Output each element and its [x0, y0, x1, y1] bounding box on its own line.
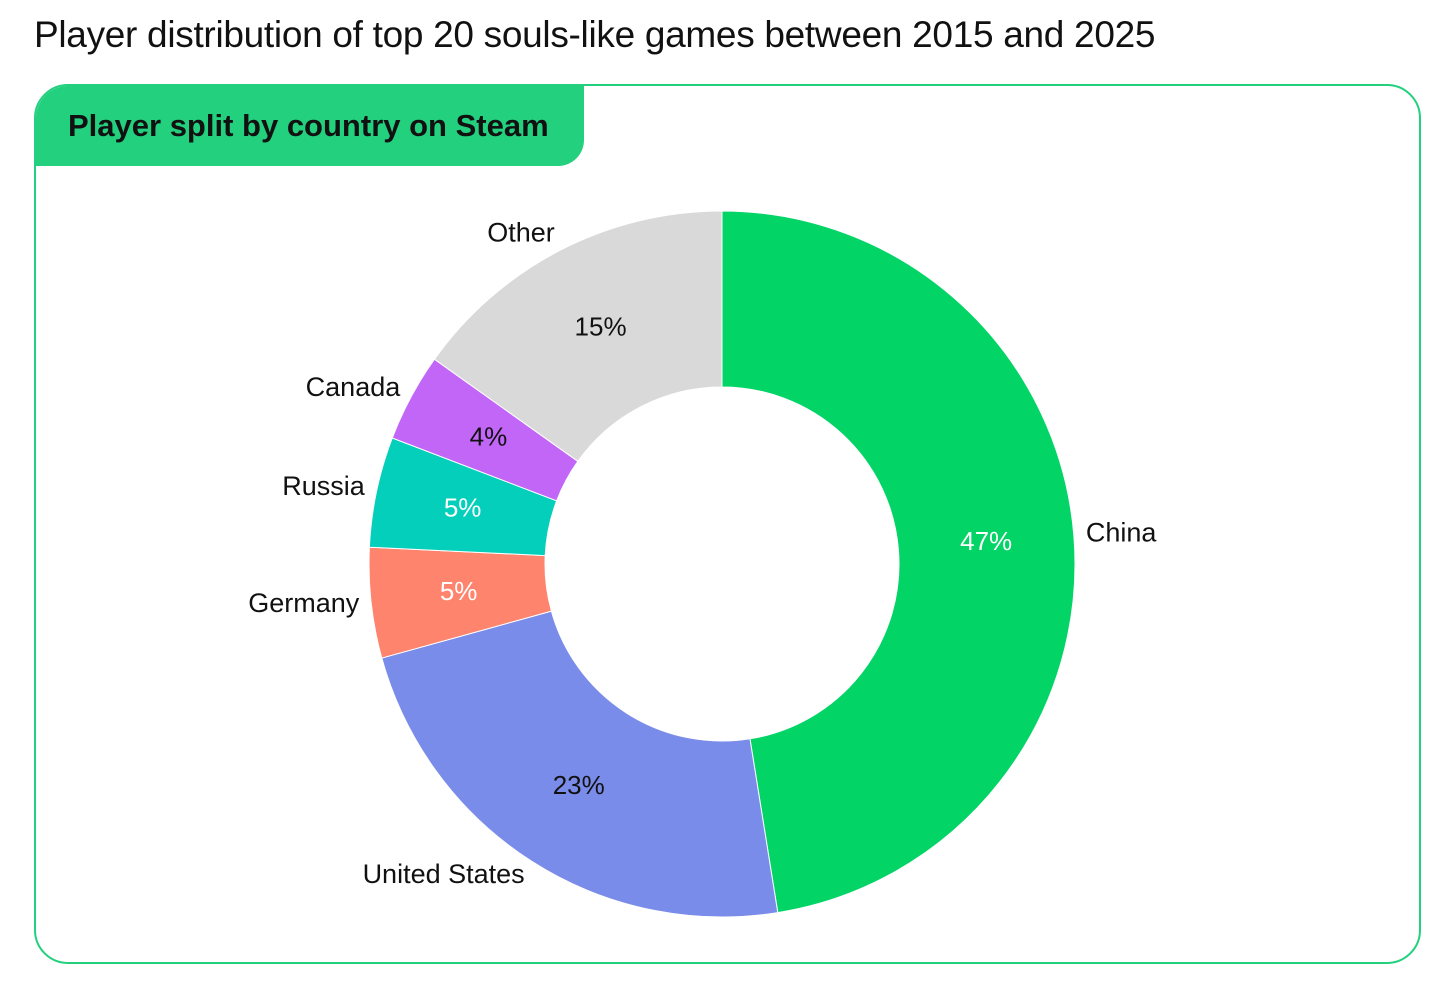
category-label-other: Other [487, 217, 555, 247]
value-label-china: 47% [960, 526, 1012, 556]
slice-other [433, 210, 723, 463]
value-label-canada: 4% [470, 422, 508, 452]
card-tab: Player split by country on Steam [36, 86, 584, 166]
category-label-united-states: United States [363, 859, 525, 889]
page-title: Player distribution of top 20 souls-like… [34, 14, 1156, 55]
category-label-germany: Germany [248, 588, 360, 618]
value-label-germany: 5% [440, 576, 478, 606]
value-label-russia: 5% [444, 493, 482, 523]
category-label-canada: Canada [306, 372, 402, 402]
category-label-russia: Russia [282, 471, 366, 501]
value-label-united-states: 23% [553, 770, 605, 800]
category-label-china: China [1086, 518, 1158, 548]
value-label-other: 15% [575, 311, 627, 341]
slice-china [721, 210, 1076, 914]
card-tab-label: Player split by country on Steam [68, 108, 549, 143]
slice-united-states [381, 610, 779, 918]
chart-card: Player split by country on Steam [34, 84, 1421, 964]
